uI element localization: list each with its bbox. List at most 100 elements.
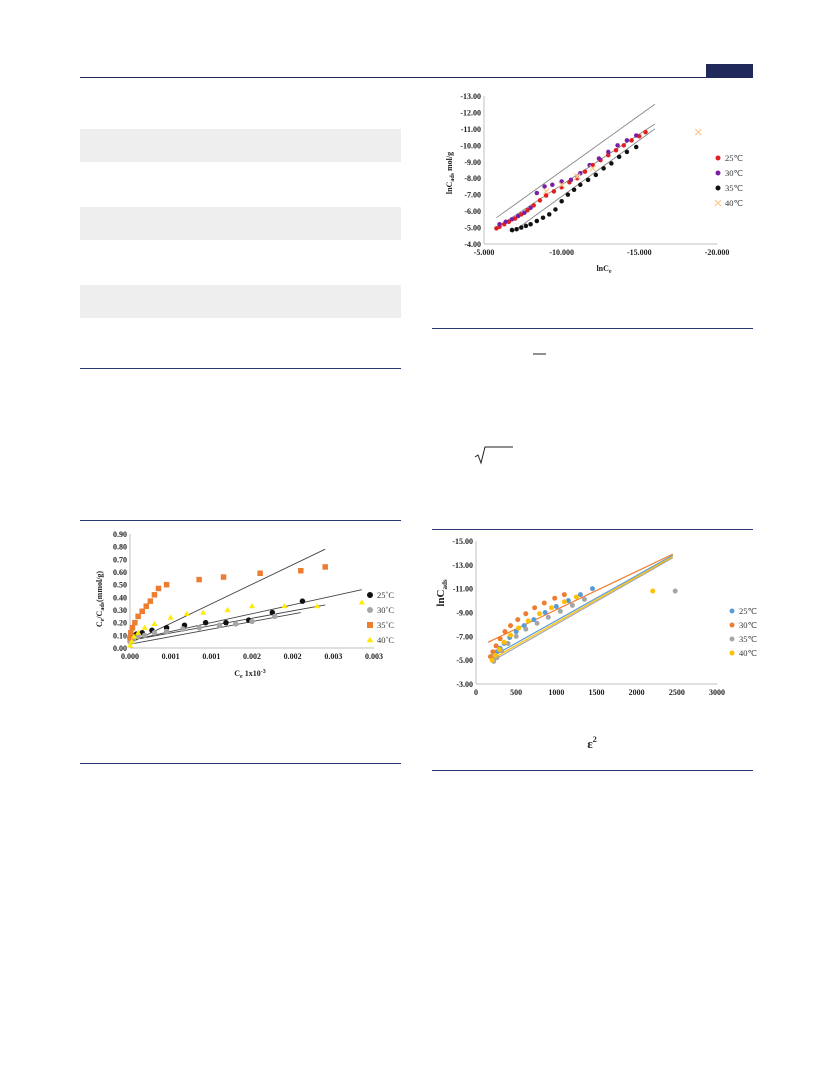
dr-fit-line-35 [493,557,674,661]
langmuir-x-tick-label: 0.001 [162,652,180,661]
langmuir-x-tick-label: 0.002 [243,652,261,661]
langmuir-y-tick-label: 0.10 [113,631,127,640]
dr-point-30 [497,636,503,642]
freundlich-point-30 [503,219,508,225]
freundlich-point-25 [590,162,595,168]
freundlich-point-35 [609,161,614,166]
langmuir-point-30c [141,632,148,639]
dr-point-25 [531,617,537,623]
dr-point-35 [513,633,519,639]
dr-y-tick-label: -7.00 [456,632,473,641]
freundlich-point-30 [534,190,540,196]
freundlich-legend-label-30: 30℃ [725,168,744,178]
dr-legend-label-40: 40℃ [739,648,758,658]
freundlich-point-35 [633,144,639,150]
freundlich-point-35 [616,154,622,160]
langmuir-point-40c [358,599,365,605]
freundlich-point-35 [523,223,529,229]
freundlich-point-35 [559,198,564,204]
freundlich-y-tick-label: -4.00 [464,240,481,249]
dr-point-35 [569,602,575,608]
freundlich-point-35 [601,166,606,171]
table-bottom-rule [80,368,401,369]
freundlich-point-30 [550,182,555,188]
dr-point-40 [492,652,498,658]
langmuir-y-tick-label: 0.80 [113,543,127,552]
freundlich-point-25 [606,152,611,158]
freundlich-y-tick-label: -13.00 [460,92,481,101]
dr-y-tick-label: -13.00 [452,561,473,570]
freundlich-legend-marker-30 [715,170,721,176]
langmuir-y-tick-label: 0.40 [113,593,127,602]
dr-chart: -3.00 -5.00 -7.00 -9.00 -11.00 -13.00 -15.00 0 5… [435,537,758,751]
freundlich-legend-marker-40 [714,199,722,207]
freundlich-y-tick-label: -5.00 [464,224,481,233]
dr-point-40 [549,605,555,611]
freundlich-y-tick-label: -8.00 [464,174,481,183]
freundlich-point-30 [559,179,564,184]
freundlich-y-tick-label: -6.00 [464,207,481,216]
dr-point-30 [502,629,508,635]
dr-x-axis-label: ε2 [587,735,597,751]
dr-point-25 [553,604,559,610]
freundlich-point-35 [528,222,533,227]
langmuir-legend-marker-40c [366,636,374,643]
freundlich-legend-marker-25 [715,155,721,161]
figure-top-rule [80,520,401,521]
freundlich-point-25 [621,143,627,148]
langmuir-point-40c [141,624,148,630]
dr-point-40 [650,588,656,594]
freundlich-x-tick-label: -10.000 [549,248,574,257]
sqrt-symbol [474,446,513,465]
freundlich-point-40-stroke [558,181,566,189]
freundlich-point-35 [540,215,546,220]
freundlich-fit-line-35 [511,128,656,233]
dr-point-40 [489,657,495,663]
freundlich-y-tick-label: -10.00 [460,141,481,150]
dr-point-30 [552,595,558,601]
langmuir-x-tick-label: 0.003 [365,652,383,661]
freundlich-point-35 [571,187,577,192]
langmuir-point-30c [232,621,239,627]
dr-y-tick-label: -3.00 [456,680,473,689]
dr-point-30 [508,623,514,629]
langmuir-point-25c [163,624,170,631]
dr-x-tick-label: 500 [510,688,522,697]
langmuir-legend-marker-25c [367,592,373,598]
dr-x-tick-label: 3000 [709,688,725,697]
freundlich-point-25 [551,189,557,194]
table-row-shaded [80,207,401,240]
dr-figure: -3.00 -5.00 -7.00 -9.00 -11.00 -13.00 -15.00 0 5… [435,533,758,763]
freundlich-legend-label-25: 25℃ [725,153,744,163]
freundlich-point-35 [514,226,519,232]
freundlich-y-tick-label: -11.00 [461,125,481,134]
langmuir-fit-line-30c [129,612,301,645]
figure-bottom-rule [80,763,401,764]
freundlich-point-30 [633,133,639,138]
dr-x-tick-label: 0 [474,688,478,697]
dr-point-25 [589,586,595,592]
header-bar [706,64,753,78]
langmuir-legend-label-40c: 40˚C [377,635,394,645]
langmuir-x-tick-label: 0.000 [121,652,139,661]
langmuir-point-30c [216,622,223,628]
langmuir-point-40c [167,614,174,620]
langmuir-point-40c [314,603,321,609]
langmuir-fit-line-35c [129,548,326,644]
figure-bottom-rule [432,328,753,329]
dr-point-40 [536,611,542,617]
langmuir-point-35c [196,576,202,583]
dr-point-30 [541,600,547,606]
dr-point-35 [523,626,529,632]
langmuir-legend-label-30c: 30˚C [377,605,394,615]
langmuir-point-35c [322,564,328,570]
dr-fit-line-30 [487,553,674,643]
dr-point-35 [534,620,540,626]
dr-x-tick-label: 1000 [548,688,564,697]
dr-point-40 [573,594,579,600]
freundlich-point-35 [578,182,583,188]
freundlich-point-30 [515,213,521,219]
dr-fit-line-25 [491,554,674,658]
freundlich-x-axis-label: lnCe [596,264,611,275]
dr-x-tick-label: 1500 [589,688,605,697]
